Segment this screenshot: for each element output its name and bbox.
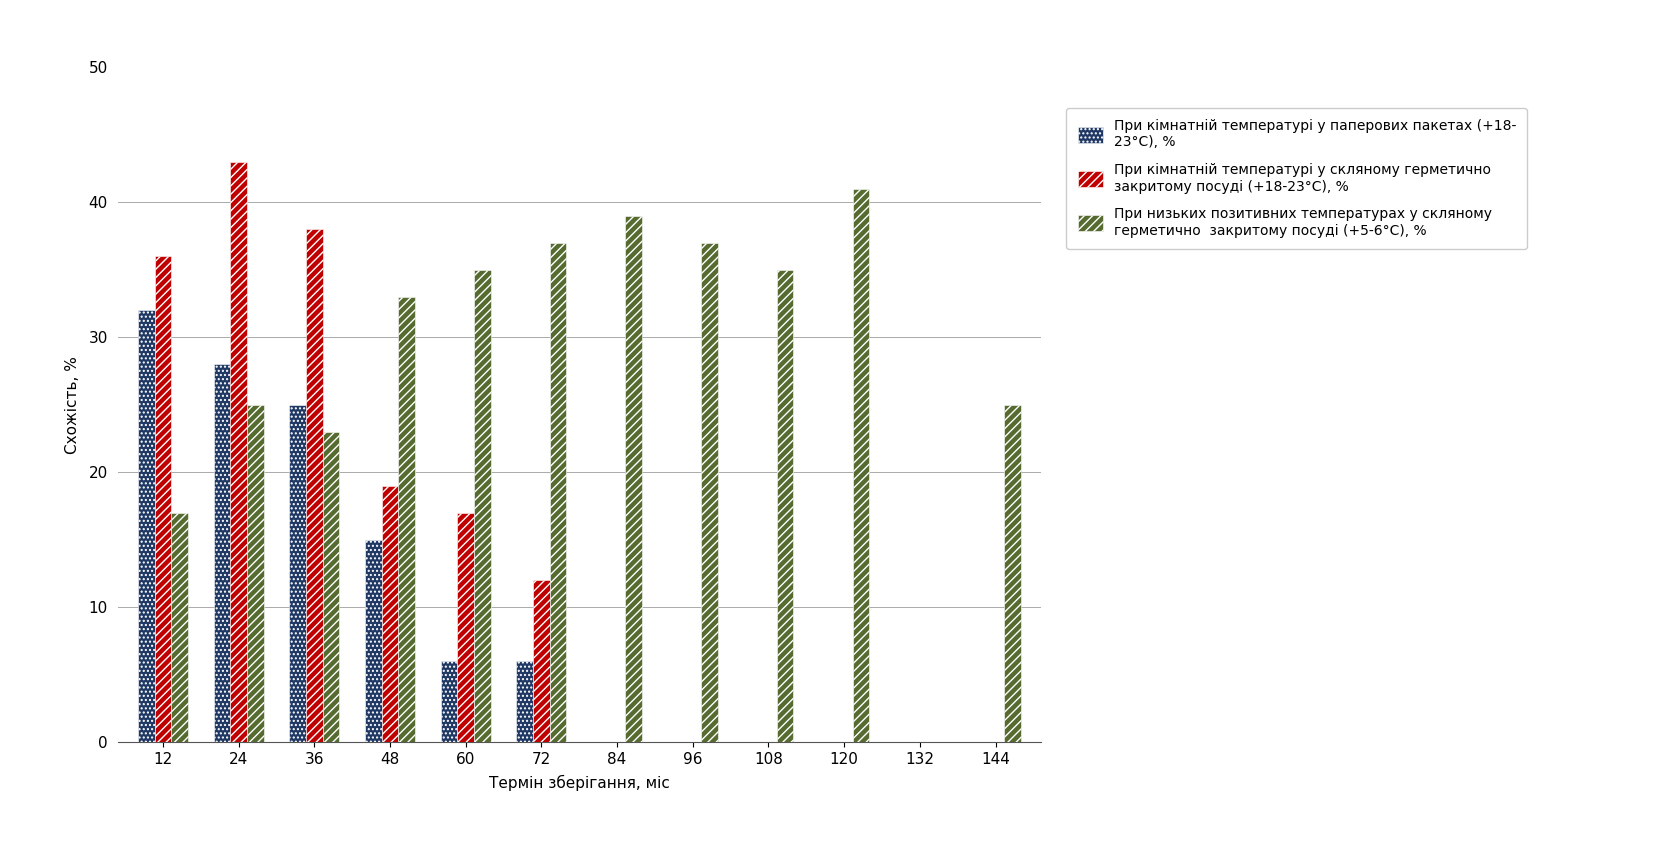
- Bar: [517, 661, 534, 742]
- Bar: [702, 243, 719, 742]
- Y-axis label: Схожість, %: Схожість, %: [65, 356, 81, 454]
- Bar: [442, 661, 457, 742]
- Bar: [230, 162, 247, 742]
- Bar: [322, 432, 339, 742]
- Bar: [364, 540, 381, 742]
- Bar: [171, 513, 188, 742]
- Bar: [289, 405, 306, 742]
- Bar: [306, 229, 322, 742]
- Bar: [247, 405, 264, 742]
- Legend: При кімнатній температурі у паперових пакетах (+18-
23°C), %, При кімнатній темп: При кімнатній температурі у паперових па…: [1066, 108, 1528, 249]
- Bar: [213, 364, 230, 742]
- Bar: [534, 580, 549, 742]
- Bar: [626, 216, 641, 742]
- Bar: [473, 270, 490, 742]
- X-axis label: Термін зберігання, міс: Термін зберігання, міс: [489, 775, 670, 791]
- Bar: [381, 486, 398, 742]
- Bar: [853, 189, 870, 742]
- Bar: [1004, 405, 1021, 742]
- Bar: [138, 310, 154, 742]
- Bar: [777, 270, 794, 742]
- Bar: [549, 243, 566, 742]
- Bar: [154, 256, 171, 742]
- Bar: [457, 513, 473, 742]
- Bar: [398, 297, 415, 742]
